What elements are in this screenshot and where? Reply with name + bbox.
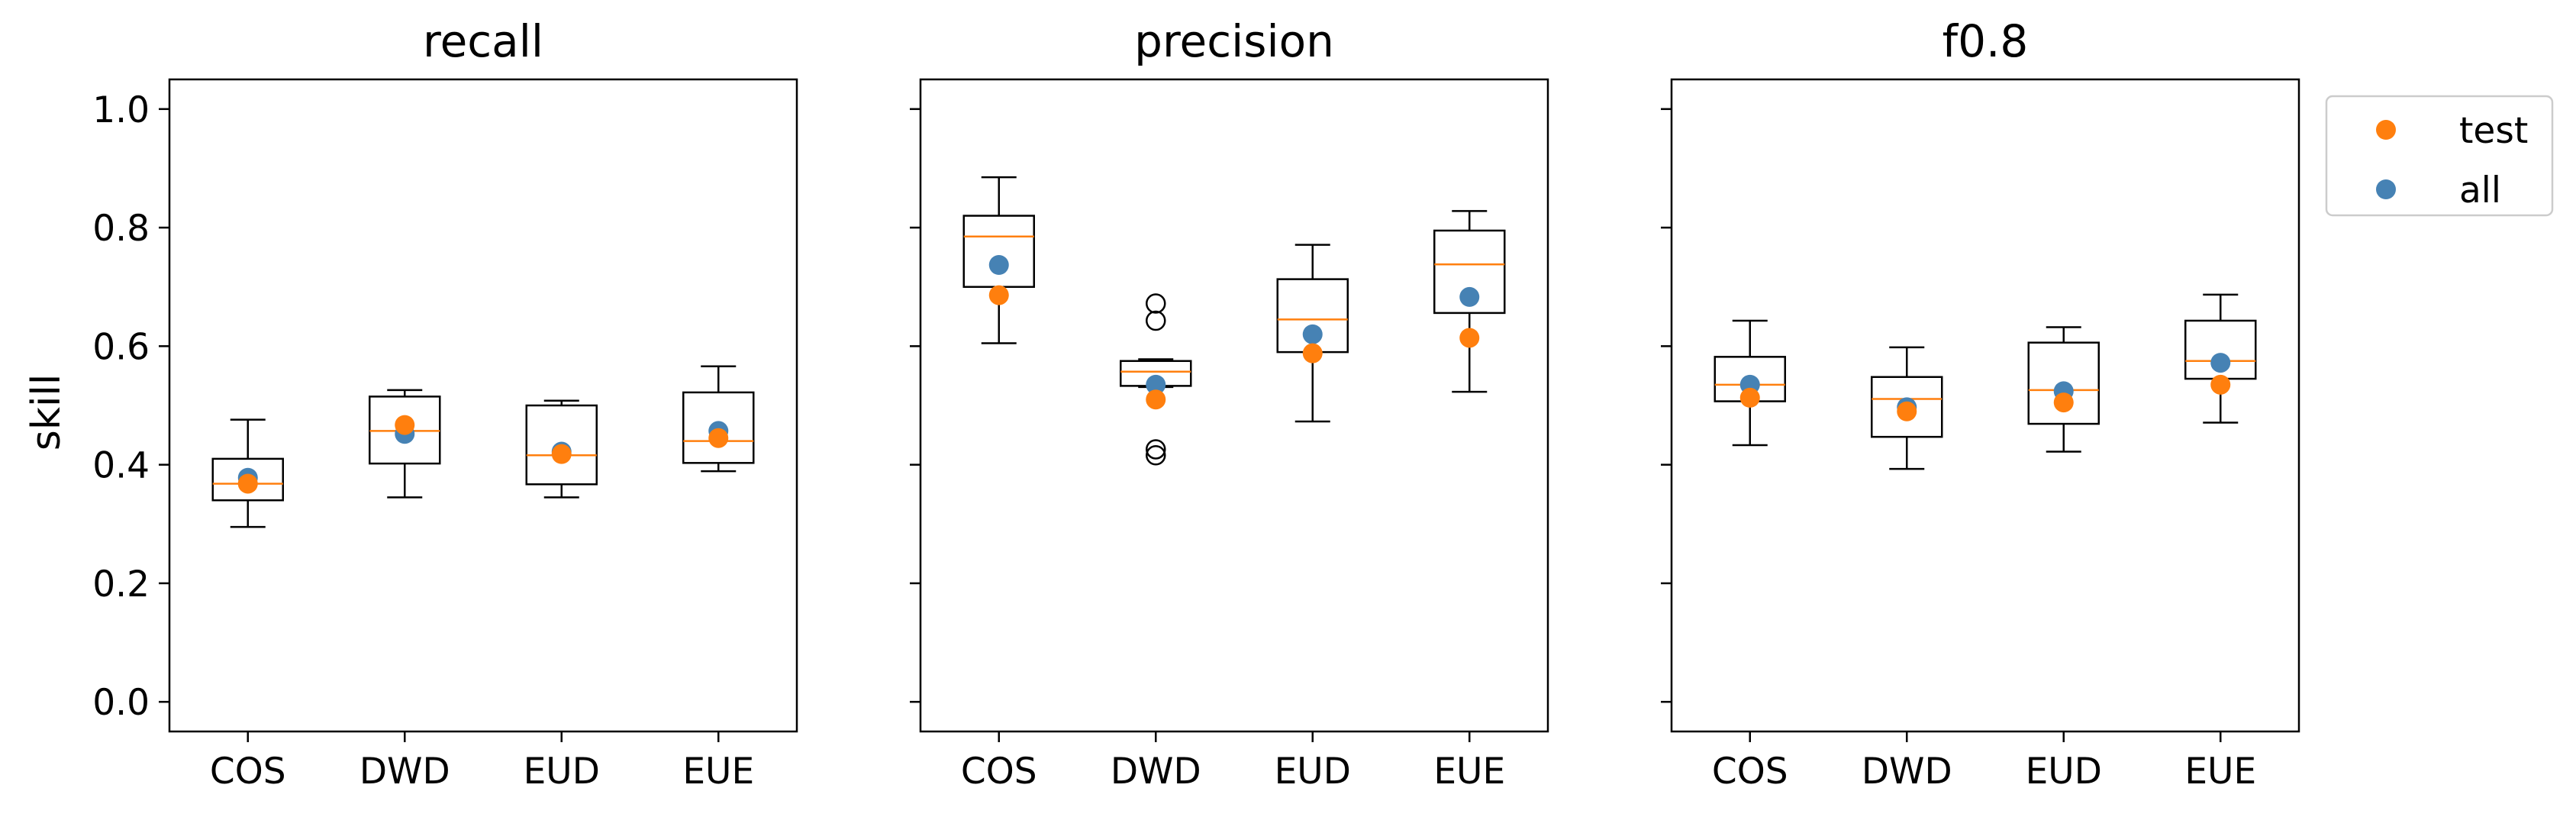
axes-frame [168, 78, 798, 733]
all-point [988, 255, 1009, 276]
flier-point [1146, 444, 1166, 466]
test-point [395, 415, 415, 435]
panel-title: f0.8 [1942, 15, 2029, 67]
legend-marker-all [2376, 179, 2396, 199]
test-point [2210, 374, 2231, 395]
legend: test all [2325, 95, 2554, 217]
x-tick-label: EUD [2026, 751, 2102, 793]
panel-recall: recall 0.0 0.2 0.4 0.6 0.8 1.0 COS DWD EUD EUE [92, 15, 798, 793]
box-body [962, 215, 1035, 288]
box-body [211, 457, 284, 502]
box-body [682, 391, 755, 464]
box-EUE [1433, 210, 1506, 393]
legend-marker-test [2376, 120, 2396, 140]
panel-precision: precision COS DWD EUD EUE [910, 15, 1549, 793]
x-tick-label: DWD [359, 751, 450, 793]
all-point [1146, 374, 1166, 395]
panel-title: precision [1134, 15, 1334, 67]
axes-frame [919, 78, 1549, 733]
test-point [1739, 387, 1760, 408]
box-EUE [682, 365, 755, 473]
x-tick-label: EUD [1275, 751, 1351, 793]
panel-f0-8: f0.8 COS DWD EUD EUE [1661, 15, 2300, 793]
all-point [2210, 353, 2231, 373]
test-point [2053, 392, 2074, 413]
box-body [2027, 341, 2100, 425]
test-point [1146, 389, 1166, 410]
test-point [988, 285, 1009, 305]
flier-point [1146, 310, 1166, 331]
all-point [1302, 324, 1323, 344]
y-axis-label: skill [24, 374, 69, 451]
test-point [1459, 328, 1480, 348]
flier-point [1146, 293, 1166, 314]
axes-frame [1670, 78, 2300, 733]
x-tick-label: COS [961, 751, 1037, 793]
x-tick-label: EUD [524, 751, 600, 793]
box-body [1433, 229, 1506, 315]
test-point [708, 428, 729, 448]
all-point [1459, 286, 1480, 307]
y-tick-label: 0.8 [92, 208, 150, 250]
x-tick-label: COS [210, 751, 286, 793]
box-DWD [1871, 346, 1943, 470]
y-tick-label: 0.6 [92, 326, 150, 368]
y-tick-label: 0.2 [92, 564, 150, 605]
test-point [1897, 401, 1917, 421]
y-tick-label: 1.0 [92, 89, 150, 131]
test-point [237, 473, 258, 494]
test-point [551, 444, 572, 464]
box-DWD [369, 389, 441, 499]
panel-title: recall [423, 15, 543, 67]
y-tick-label: 0.4 [92, 445, 150, 487]
legend-label-all: all [2459, 170, 2501, 212]
box-EUD [2027, 326, 2100, 453]
box-body [525, 404, 598, 486]
legend-label-test: test [2459, 110, 2528, 152]
box-body [1871, 376, 1943, 438]
box-EUD [1276, 244, 1349, 423]
x-tick-label: EUE [1433, 751, 1505, 793]
flier-point [1146, 439, 1166, 460]
x-tick-label: EUE [2184, 751, 2256, 793]
x-tick-label: EUE [682, 751, 754, 793]
x-tick-label: DWD [1862, 751, 1952, 793]
test-point [1302, 343, 1323, 363]
x-tick-label: DWD [1111, 751, 1201, 793]
box-COS [211, 418, 284, 528]
y-tick-label: 0.0 [92, 682, 150, 724]
x-tick-label: COS [1712, 751, 1788, 793]
